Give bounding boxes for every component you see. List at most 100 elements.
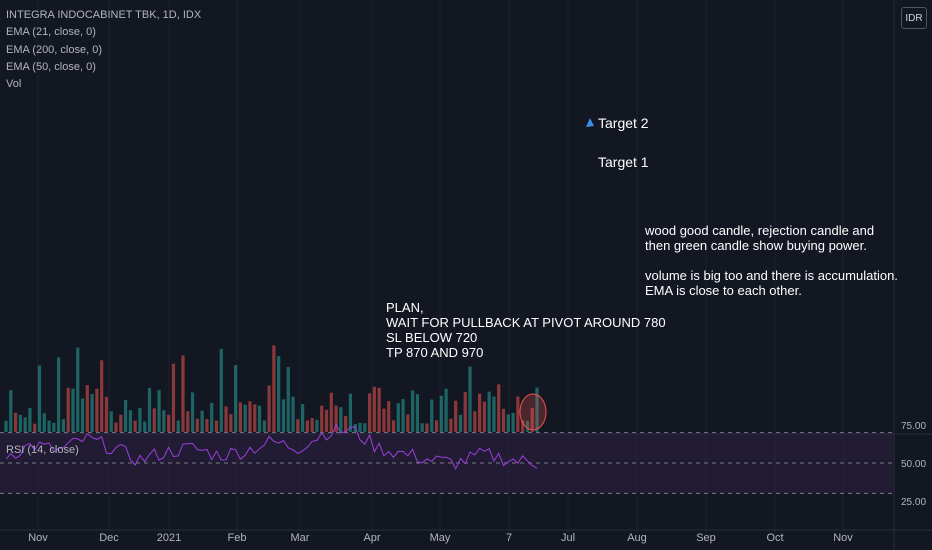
ema50-legend[interactable]: EMA (50, close, 0) [6,60,96,73]
volume-bar [138,407,142,432]
volume-bar [530,407,534,432]
volume-bar [420,423,424,432]
volume-bar [214,420,219,432]
volume-bar [339,407,343,432]
target1-label: Target 1 [598,154,649,170]
volume-bar [367,393,372,432]
volume-bar [119,414,123,432]
time-tick-label: Apr [363,532,380,544]
volume-bar [516,396,520,432]
volume-bar [186,411,190,432]
volume-bar [425,423,429,432]
volume-bar [482,401,486,432]
volume-bar [449,418,453,432]
volume-bar [415,394,420,432]
volume-bar [468,366,472,432]
volume-bar [334,405,338,432]
volume-bar [210,402,214,432]
time-tick-label: 2021 [157,532,181,544]
time-tick-label: Oct [766,532,783,544]
volume-bar [277,356,281,432]
volume-bar [28,407,32,432]
symbol-title[interactable]: INTEGRA INDOCABINET TBK, 1D, IDX [6,9,202,21]
volume-bar [9,390,13,432]
volume-bar [114,422,118,432]
volume-bar [291,396,295,432]
volume-bar [162,410,166,432]
volume-bar [128,410,132,432]
volume-bar [100,360,104,432]
volume-bar [234,365,238,432]
volume-bar [76,347,80,432]
rsi-line [5,423,538,471]
volume-bar [492,396,496,432]
volume-bar [387,401,391,432]
time-axis: Nov Dec 2021 Feb Mar Apr May 7 Jul Aug Sep Oct Nov [28,532,853,544]
volume-bar [42,413,46,432]
volume-bar [248,401,252,432]
rsi-tick-label: 75.00 [901,421,926,432]
volume-bar [47,420,51,432]
volume-bar [286,367,290,432]
volume-bar [430,399,434,432]
volume-bar [123,400,128,432]
volume-bar [363,423,367,432]
volume-bar [315,419,319,432]
volume-bar [281,399,286,432]
time-tick-label: Sep [696,532,716,544]
volume-bar [147,387,152,432]
comment-note: wood good candle, rejection candle and t… [645,223,898,298]
time-tick-label: Aug [627,532,647,544]
volume-bar [439,395,443,432]
volume-bar [61,419,66,432]
indicator-legend: INTEGRA INDOCABINET TBK, 1D, IDX EMA (21… [6,7,201,93]
volume-bar [104,396,109,432]
volume-bar [243,404,247,432]
volume-bar [57,357,61,432]
volume-legend[interactable]: Vol [6,78,22,91]
volume-bar [152,408,156,432]
volume-bar [497,384,501,432]
volume-bar [329,392,333,432]
volume-bar [90,393,94,432]
volume-bar [219,348,223,432]
volume-bar [238,402,243,432]
volume-highlight [519,393,547,431]
volume-bar [382,408,386,432]
volume-bar [444,388,448,432]
volume-bar [23,417,27,432]
volume-bar [224,406,228,432]
volume-bar [176,420,180,432]
volume-bar [477,393,482,432]
zones [586,118,594,127]
time-tick-label: May [430,532,451,544]
volume-bar [434,420,439,432]
rsi-tick-label: 25.00 [901,497,926,508]
ema21-legend[interactable]: EMA (21, close, 0) [6,26,96,39]
volume-bar [358,422,362,432]
volume-bar [396,403,400,432]
volume-bar [4,420,8,432]
volume-bar [13,412,18,432]
volume-bar [66,387,70,432]
volume-bar [324,409,329,432]
rsi-legend[interactable]: RSI (14, close) [6,444,79,456]
volume-bar [181,355,185,432]
volume-bar [296,419,300,432]
volume-bar [521,420,525,432]
volume-bar [33,423,37,432]
volume-bar [133,420,137,432]
volume-bar [473,411,477,432]
volume-bar [167,414,171,432]
time-tick-label: Nov [28,532,48,544]
volume-bar [377,387,381,432]
volume-bars [4,345,547,432]
volume-bar [372,386,376,432]
currency-badge[interactable]: IDR [901,7,927,29]
volume-bar [411,390,415,432]
volume-bar [511,412,515,432]
volume-bar [506,414,510,432]
volume-bar [305,420,309,432]
ema200-legend[interactable]: EMA (200, close, 0) [6,43,102,56]
